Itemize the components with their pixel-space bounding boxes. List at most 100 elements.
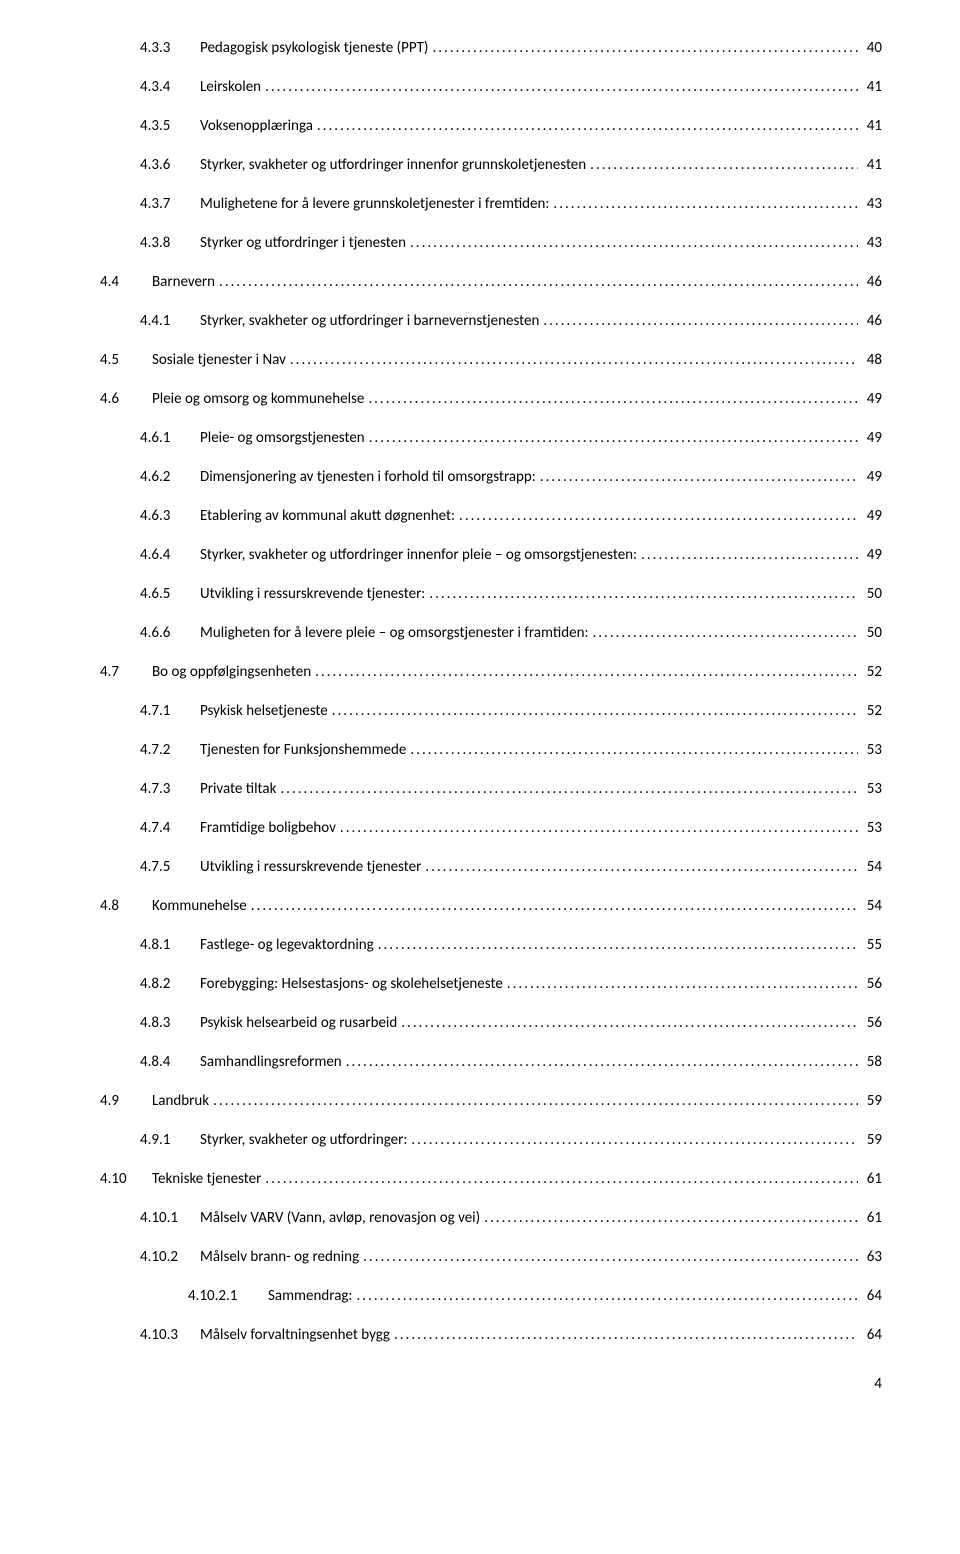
toc-entry: 4.6Pleie og omsorg og kommunehelse49: [100, 389, 882, 410]
toc-entry-title: Leirskolen: [196, 77, 261, 98]
toc-entry-number: 4.8.1: [140, 935, 196, 956]
toc-entry-page: 58: [858, 1052, 882, 1073]
toc-entry: 4.3.8Styrker og utfordringer i tjenesten…: [100, 233, 882, 254]
toc-entry-number: 4.6.6: [140, 623, 196, 644]
toc-entry-title: Tekniske tjenester: [148, 1169, 261, 1190]
toc-entry-number: 4.7.3: [140, 779, 196, 800]
toc-leader-dots: [406, 233, 858, 254]
toc-entry-page: 50: [858, 584, 882, 605]
toc-leader-dots: [342, 1052, 858, 1073]
toc-entry-number: 4.3.4: [140, 77, 196, 98]
toc-entry: 4.6.2Dimensjonering av tjenesten i forho…: [100, 467, 882, 488]
toc-entry: 4.5Sosiale tjenester i Nav 48: [100, 350, 882, 371]
toc-entry-title: Tjenesten for Funksjonshemmede: [196, 740, 406, 761]
toc-entry-number: 4.3.6: [140, 155, 196, 176]
toc-entry: 4.7.5Utvikling i ressurskrevende tjenest…: [100, 857, 882, 878]
toc-entry: 4.9Landbruk59: [100, 1091, 882, 1112]
toc-entry: 4.8.1Fastlege- og legevaktordning 55: [100, 935, 882, 956]
toc-entry-page: 49: [858, 545, 882, 566]
toc-leader-dots: [365, 428, 858, 449]
toc-entry: 4.3.6Styrker, svakheter og utfordringer …: [100, 155, 882, 176]
toc-entry: 4.10.3Målselv forvaltningsenhet bygg64: [100, 1325, 882, 1346]
toc-leader-dots: [359, 1247, 858, 1268]
toc-entry-number: 4.6: [100, 389, 148, 410]
toc-entry-number: 4.6.5: [140, 584, 196, 605]
toc-entry: 4.8Kommunehelse54: [100, 896, 882, 917]
toc-entry-number: 4.6.1: [140, 428, 196, 449]
toc-entry: 4.9.1Styrker, svakheter og utfordringer:…: [100, 1130, 882, 1151]
toc-entry: 4.6.1Pleie- og omsorgstjenesten49: [100, 428, 882, 449]
toc-entry-title: Utvikling i ressurskrevende tjenester: [196, 857, 421, 878]
toc-leader-dots: [539, 311, 858, 332]
toc-leader-dots: [536, 467, 858, 488]
toc-entry-title: Kommunehelse: [148, 896, 247, 917]
toc-entry-page: 61: [858, 1169, 882, 1190]
toc-entry-page: 49: [858, 389, 882, 410]
toc-entry-title: Styrker, svakheter og utfordringer innen…: [196, 545, 637, 566]
toc-entry-number: 4.8.3: [140, 1013, 196, 1034]
toc-leader-dots: [406, 740, 858, 761]
toc-entry-page: 54: [858, 896, 882, 917]
toc-entry-page: 40: [858, 38, 882, 59]
toc-leader-dots: [549, 194, 858, 215]
toc-entry-number: 4.7.5: [140, 857, 196, 878]
toc-entry: 4.6.6Muligheten for å levere pleie – og …: [100, 623, 882, 644]
toc-entry-title: Styrker, svakheter og utfordringer:: [196, 1130, 407, 1151]
toc-entry-number: 4.3.5: [140, 116, 196, 137]
toc-entry-page: 59: [858, 1130, 882, 1151]
toc-leader-dots: [276, 779, 858, 800]
toc-leader-dots: [428, 38, 858, 59]
toc-entry-title: Samhandlingsreformen: [196, 1052, 342, 1073]
toc-entry: 4.4Barnevern46: [100, 272, 882, 293]
toc-entry-title: Målselv forvaltningsenhet bygg: [196, 1325, 390, 1346]
toc-entry-page: 53: [858, 818, 882, 839]
toc-leader-dots: [336, 818, 858, 839]
toc-leader-dots: [586, 155, 858, 176]
toc-entry-number: 4.8.2: [140, 974, 196, 995]
toc-entry-page: 46: [858, 311, 882, 332]
toc-leader-dots: [286, 350, 858, 371]
toc-entry-page: 55: [858, 935, 882, 956]
toc-entry-page: 64: [858, 1325, 882, 1346]
toc-entry-number: 4.5: [100, 350, 148, 371]
toc-entry-page: 41: [858, 155, 882, 176]
toc-entry-title: Muligheten for å levere pleie – og omsor…: [196, 623, 588, 644]
toc-leader-dots: [352, 1286, 858, 1307]
toc-entry-page: 49: [858, 506, 882, 527]
toc-entry-number: 4.7: [100, 662, 148, 683]
toc-entry: 4.8.4Samhandlingsreformen58: [100, 1052, 882, 1073]
toc-entry-number: 4.7.4: [140, 818, 196, 839]
toc-leader-dots: [215, 272, 858, 293]
toc-entry-page: 50: [858, 623, 882, 644]
toc-entry-page: 59: [858, 1091, 882, 1112]
toc-entry-page: 41: [858, 116, 882, 137]
toc-entry-title: Styrker og utfordringer i tjenesten: [196, 233, 406, 254]
toc-entry-page: 48: [858, 350, 882, 371]
toc-leader-dots: [364, 389, 858, 410]
toc-entry-page: 56: [858, 974, 882, 995]
toc-entry: 4.3.4Leirskolen41: [100, 77, 882, 98]
toc-entry-number: 4.3.8: [140, 233, 196, 254]
toc-entry-title: Sosiale tjenester i Nav: [148, 350, 286, 371]
toc-entry: 4.8.3Psykisk helsearbeid og rusarbeid56: [100, 1013, 882, 1034]
toc-entry: 4.10.2Målselv brann- og redning63: [100, 1247, 882, 1268]
toc-entry-page: 43: [858, 194, 882, 215]
toc-entry-page: 52: [858, 701, 882, 722]
toc-entry-number: 4.10: [100, 1169, 148, 1190]
toc-entry-number: 4.7.1: [140, 701, 196, 722]
toc-entry-title: Landbruk: [148, 1091, 209, 1112]
toc-entry: 4.3.3Pedagogisk psykologisk tjeneste (PP…: [100, 38, 882, 59]
toc-leader-dots: [328, 701, 858, 722]
toc-entry-page: 53: [858, 740, 882, 761]
toc-leader-dots: [311, 662, 858, 683]
toc-entry-number: 4.3.7: [140, 194, 196, 215]
toc-entry: 4.6.5Utvikling i ressurskrevende tjenest…: [100, 584, 882, 605]
toc-entry-number: 4.6.4: [140, 545, 196, 566]
toc-entry-title: Fastlege- og legevaktordning: [196, 935, 374, 956]
toc-leader-dots: [455, 506, 858, 527]
toc-entry: 4.3.5Voksenopplæringa41: [100, 116, 882, 137]
toc-entry-title: Styrker, svakheter og utfordringer i bar…: [196, 311, 539, 332]
toc-leader-dots: [588, 623, 858, 644]
toc-leader-dots: [503, 974, 858, 995]
toc-entry: 4.4.1Styrker, svakheter og utfordringer …: [100, 311, 882, 332]
